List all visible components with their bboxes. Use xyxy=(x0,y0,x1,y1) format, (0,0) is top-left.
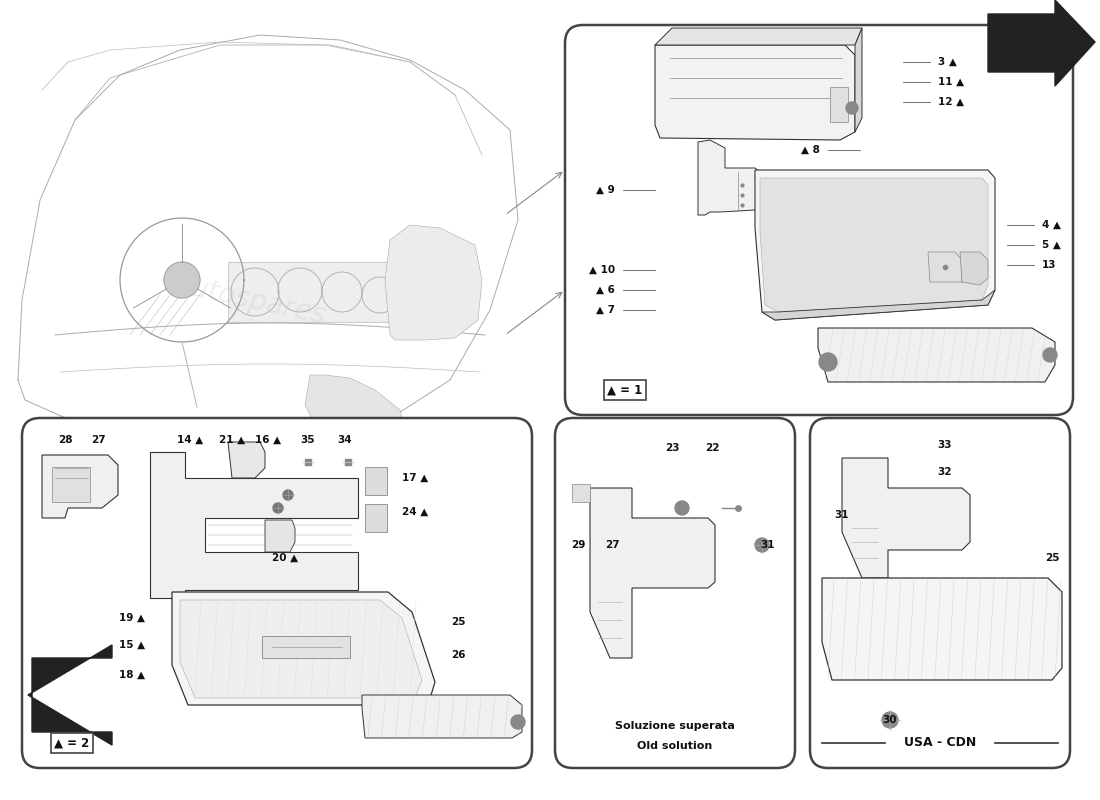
Polygon shape xyxy=(180,600,422,698)
Text: 30: 30 xyxy=(882,715,898,725)
Polygon shape xyxy=(762,290,996,320)
Polygon shape xyxy=(172,592,434,705)
Polygon shape xyxy=(818,328,1055,382)
Text: 29: 29 xyxy=(571,540,585,550)
Polygon shape xyxy=(28,645,112,745)
Circle shape xyxy=(755,538,769,552)
Bar xyxy=(830,87,848,122)
Text: USA - CDN: USA - CDN xyxy=(904,737,976,750)
Circle shape xyxy=(1043,348,1057,362)
Polygon shape xyxy=(265,520,295,552)
Text: 34: 34 xyxy=(338,435,352,445)
Circle shape xyxy=(820,353,837,371)
Text: 31: 31 xyxy=(761,540,776,550)
Polygon shape xyxy=(760,178,988,312)
Text: ▲ 10: ▲ 10 xyxy=(588,265,615,275)
Text: ▲ 7: ▲ 7 xyxy=(596,305,615,315)
Bar xyxy=(228,262,400,322)
Polygon shape xyxy=(228,442,265,478)
Text: 32: 32 xyxy=(937,467,953,477)
Polygon shape xyxy=(654,45,855,140)
Text: 23: 23 xyxy=(664,443,680,453)
Text: 20 ▲: 20 ▲ xyxy=(272,553,298,563)
Text: 26: 26 xyxy=(451,650,465,660)
Polygon shape xyxy=(385,225,482,340)
Text: Soluzione superata: Soluzione superata xyxy=(615,721,735,731)
Polygon shape xyxy=(842,458,970,578)
Text: 24 ▲: 24 ▲ xyxy=(402,507,428,517)
Text: ▲ 8: ▲ 8 xyxy=(801,145,820,155)
Text: 25: 25 xyxy=(451,617,465,627)
Polygon shape xyxy=(164,262,200,298)
FancyBboxPatch shape xyxy=(556,418,795,768)
Text: 33: 33 xyxy=(937,440,953,450)
Polygon shape xyxy=(988,0,1094,86)
Polygon shape xyxy=(960,252,988,285)
Polygon shape xyxy=(755,170,996,320)
Text: autospares: autospares xyxy=(580,524,720,576)
Polygon shape xyxy=(42,455,118,518)
Text: 22: 22 xyxy=(705,443,719,453)
Bar xyxy=(572,484,590,502)
Circle shape xyxy=(846,102,858,114)
Text: 31: 31 xyxy=(835,510,849,520)
Polygon shape xyxy=(590,488,715,658)
Polygon shape xyxy=(928,252,962,282)
Text: ▲ = 1: ▲ = 1 xyxy=(607,383,642,397)
Polygon shape xyxy=(698,140,760,215)
Text: 3 ▲: 3 ▲ xyxy=(938,57,957,67)
Bar xyxy=(52,467,90,502)
Text: 16 ▲: 16 ▲ xyxy=(255,435,282,445)
Text: 27: 27 xyxy=(90,435,106,445)
Bar xyxy=(365,467,387,495)
Text: 19 ▲: 19 ▲ xyxy=(119,613,145,623)
Circle shape xyxy=(283,490,293,500)
Text: 5 ▲: 5 ▲ xyxy=(1042,240,1060,250)
Text: ▲ 6: ▲ 6 xyxy=(596,285,615,295)
Text: 12 ▲: 12 ▲ xyxy=(938,97,964,107)
Polygon shape xyxy=(150,452,358,598)
Bar xyxy=(262,636,350,658)
Polygon shape xyxy=(362,695,522,738)
Polygon shape xyxy=(822,578,1062,680)
Text: 4 ▲: 4 ▲ xyxy=(1042,220,1062,230)
Polygon shape xyxy=(305,375,405,445)
Text: autospares: autospares xyxy=(722,290,879,350)
Text: ▲ = 2: ▲ = 2 xyxy=(54,737,89,750)
Polygon shape xyxy=(855,28,862,132)
Text: 11 ▲: 11 ▲ xyxy=(938,77,964,87)
FancyBboxPatch shape xyxy=(22,418,532,768)
Circle shape xyxy=(512,715,525,729)
Text: 35: 35 xyxy=(300,435,316,445)
Bar xyxy=(365,504,387,532)
Circle shape xyxy=(273,503,283,513)
FancyBboxPatch shape xyxy=(565,25,1072,415)
Circle shape xyxy=(882,712,898,728)
Text: autospares: autospares xyxy=(172,270,329,330)
FancyBboxPatch shape xyxy=(810,418,1070,768)
Text: 25: 25 xyxy=(1045,553,1059,563)
Text: 28: 28 xyxy=(57,435,73,445)
Text: 27: 27 xyxy=(605,540,619,550)
Text: Old solution: Old solution xyxy=(637,741,713,751)
Text: 17 ▲: 17 ▲ xyxy=(402,473,428,483)
Polygon shape xyxy=(654,28,862,45)
Text: 13: 13 xyxy=(1042,260,1056,270)
Text: 18 ▲: 18 ▲ xyxy=(119,670,145,680)
Circle shape xyxy=(675,501,689,515)
Text: 14 ▲: 14 ▲ xyxy=(177,435,204,445)
Text: †: † xyxy=(180,274,184,283)
Text: 15 ▲: 15 ▲ xyxy=(119,640,145,650)
Text: 21 ▲: 21 ▲ xyxy=(219,435,245,445)
Text: ▲ 9: ▲ 9 xyxy=(596,185,615,195)
